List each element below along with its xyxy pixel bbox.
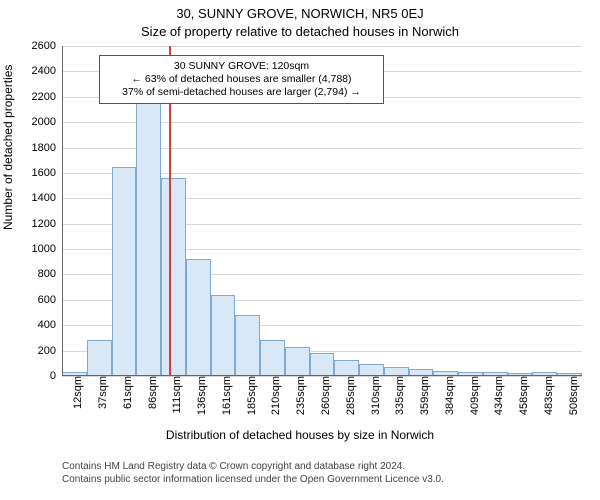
histogram-bar — [334, 360, 359, 377]
gridline — [62, 46, 582, 47]
histogram-bar — [161, 178, 186, 376]
annotation-box: 30 SUNNY GROVE: 120sqm← 63% of detached … — [99, 55, 384, 104]
x-tick-label: 310sqm — [368, 376, 382, 415]
x-tick-label: 210sqm — [268, 376, 282, 415]
annotation-line: 30 SUNNY GROVE: 120sqm — [108, 60, 375, 73]
y-tick-label: 2400 — [32, 65, 62, 77]
y-tick-label: 1800 — [32, 142, 62, 154]
x-tick-label: 285sqm — [343, 376, 357, 415]
y-tick-label: 600 — [38, 294, 62, 306]
x-tick-label: 483sqm — [541, 376, 555, 415]
histogram-bar — [235, 315, 260, 376]
footer-attribution: Contains HM Land Registry data © Crown c… — [62, 460, 444, 486]
x-tick-label: 458sqm — [516, 376, 530, 415]
histogram-bar — [310, 353, 335, 376]
x-axis-label: Distribution of detached houses by size … — [0, 428, 600, 442]
histogram-bar — [211, 295, 236, 376]
footer-line-1: Contains HM Land Registry data © Crown c… — [62, 460, 444, 473]
y-tick-label: 1400 — [32, 192, 62, 204]
y-tick-label: 2200 — [32, 91, 62, 103]
chart-container: 30, SUNNY GROVE, NORWICH, NR5 0EJ Size o… — [0, 0, 600, 500]
histogram-bar — [87, 340, 112, 376]
x-tick-label: 235sqm — [293, 376, 307, 415]
x-tick-label: 37sqm — [95, 376, 109, 409]
x-axis-line — [62, 375, 582, 376]
x-tick-label: 359sqm — [417, 376, 431, 415]
annotation-line: ← 63% of detached houses are smaller (4,… — [108, 73, 375, 86]
y-tick-label: 200 — [38, 345, 62, 357]
y-axis-line — [62, 46, 63, 376]
y-tick-label: 1600 — [32, 167, 62, 179]
x-tick-label: 384sqm — [442, 376, 456, 415]
y-tick-label: 2000 — [32, 116, 62, 128]
address-title: 30, SUNNY GROVE, NORWICH, NR5 0EJ — [0, 6, 600, 21]
plot-area: 0200400600800100012001400160018002000220… — [62, 46, 582, 376]
x-tick-label: 335sqm — [392, 376, 406, 415]
footer-line-2: Contains public sector information licen… — [62, 473, 444, 486]
x-tick-label: 409sqm — [467, 376, 481, 415]
y-tick-label: 2600 — [32, 40, 62, 52]
x-tick-label: 185sqm — [244, 376, 258, 415]
y-tick-label: 800 — [38, 268, 62, 280]
histogram-bar — [260, 340, 285, 376]
y-tick-label: 1200 — [32, 218, 62, 230]
histogram-bar — [136, 103, 161, 376]
y-tick-label: 0 — [50, 370, 62, 382]
y-tick-label: 400 — [38, 319, 62, 331]
x-tick-label: 508sqm — [566, 376, 580, 415]
annotation-line: 37% of semi-detached houses are larger (… — [108, 86, 375, 99]
x-tick-label: 434sqm — [491, 376, 505, 415]
x-tick-label: 260sqm — [318, 376, 332, 415]
chart-subtitle: Size of property relative to detached ho… — [0, 24, 600, 39]
y-tick-label: 1000 — [32, 243, 62, 255]
histogram-bar — [186, 259, 211, 376]
x-tick-label: 111sqm — [169, 376, 183, 414]
y-axis-label: Number of detached properties — [1, 65, 15, 230]
x-tick-label: 12sqm — [70, 376, 84, 409]
x-tick-label: 61sqm — [120, 376, 134, 409]
histogram-bar — [112, 167, 137, 376]
x-tick-label: 161sqm — [219, 376, 233, 415]
x-tick-label: 136sqm — [194, 376, 208, 415]
histogram-bar — [285, 347, 310, 376]
x-tick-label: 86sqm — [145, 376, 159, 409]
